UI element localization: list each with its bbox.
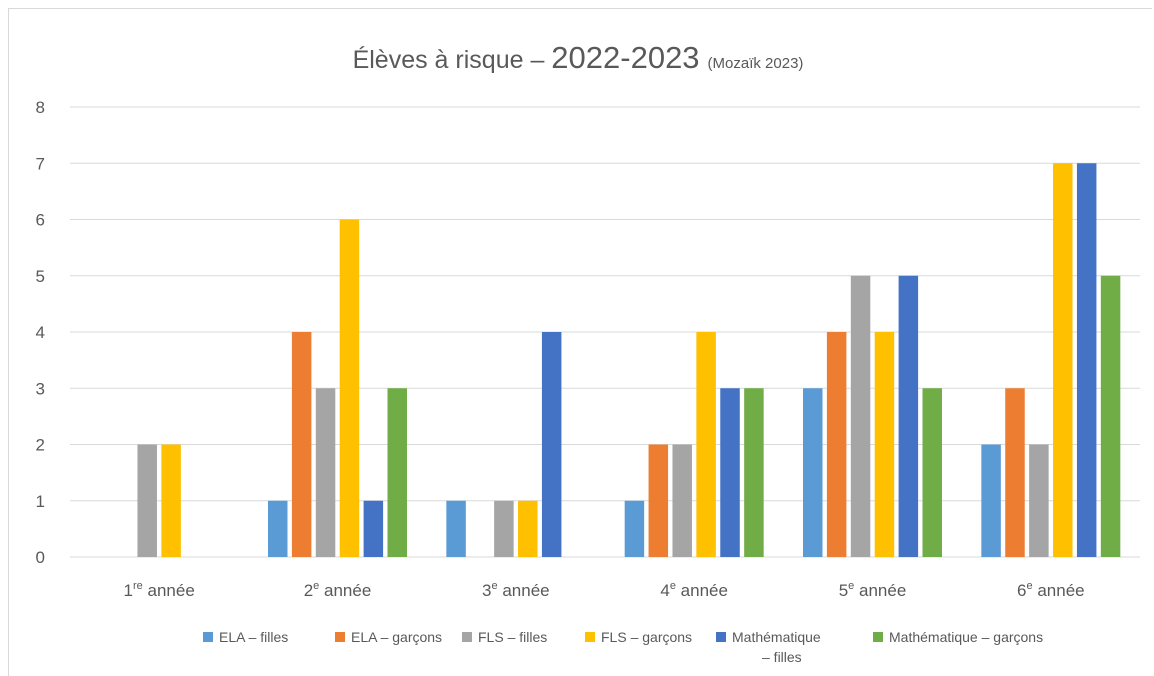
- bar: [339, 219, 360, 557]
- bar: [624, 500, 645, 557]
- bar: [648, 444, 669, 557]
- x-tick-number: 1: [124, 581, 133, 600]
- bar: [672, 444, 692, 557]
- x-tick-number: 3: [482, 581, 491, 600]
- y-tick-label: 2: [36, 436, 45, 455]
- x-tick-label: 4e année: [660, 580, 728, 600]
- bar: [850, 275, 871, 557]
- bar: [696, 332, 716, 557]
- legend-swatch: [203, 632, 213, 642]
- legend-swatch: [585, 632, 595, 642]
- legend-label: ELA – garçons: [351, 629, 442, 645]
- legend-label: Mathématique – garçons: [889, 629, 1043, 645]
- gridlines: [70, 106, 1140, 558]
- legend-label-line: – filles: [762, 649, 802, 665]
- chart-frame: [8, 8, 1152, 676]
- x-tick-text: année: [498, 581, 550, 600]
- x-tick-text: année: [676, 581, 728, 600]
- legend: ELA – filles ELA – garçons FLS – filles FLS…: [203, 629, 1043, 665]
- bar: [291, 332, 312, 557]
- bar: [874, 332, 895, 557]
- bar: [803, 388, 823, 557]
- bar: [494, 500, 514, 557]
- bar: [315, 388, 336, 557]
- x-tick-number: 4: [660, 581, 669, 600]
- bar: [1053, 163, 1073, 557]
- x-tick-text: année: [1033, 581, 1085, 600]
- x-tick-label: 6e année: [1017, 580, 1085, 600]
- bar: [826, 332, 847, 557]
- bar: [161, 444, 181, 557]
- chart-title: Élèves à risque – 2022-2023 (Mozaïk 2023): [353, 40, 804, 75]
- legend-label: ELA – filles: [219, 629, 288, 645]
- y-tick-label: 1: [36, 492, 45, 511]
- y-tick-label: 8: [36, 98, 45, 117]
- y-tick-label: 0: [36, 548, 45, 567]
- x-tick-number: 6: [1017, 581, 1026, 600]
- x-tick-text: année: [854, 581, 906, 600]
- bar: [137, 444, 157, 557]
- bar: [720, 388, 740, 557]
- bar: [387, 388, 407, 557]
- x-tick-label: 5e année: [839, 580, 907, 600]
- y-tick-label: 3: [36, 379, 45, 398]
- x-tick-number: 2: [304, 581, 313, 600]
- bar: [363, 500, 384, 557]
- bar: [744, 388, 764, 557]
- bar: [1029, 444, 1049, 557]
- legend-swatch: [873, 632, 883, 642]
- bar: [446, 500, 466, 557]
- legend-label: FLS – garçons: [601, 629, 692, 645]
- x-tick-text: année: [143, 581, 195, 600]
- bar: [1076, 163, 1097, 557]
- legend-label: FLS – filles: [478, 629, 547, 645]
- legend-label-line: Mathématique: [732, 629, 821, 645]
- x-tick-superscript: e: [848, 580, 854, 592]
- x-axis-labels: 1re année 2e année 3e année 4e année 5e anné…: [124, 580, 1085, 600]
- x-tick-superscript: e: [313, 580, 319, 592]
- bar: [898, 275, 919, 557]
- bars: [137, 163, 1121, 557]
- x-tick-superscript: re: [133, 580, 143, 592]
- bar: [518, 500, 538, 557]
- y-tick-label: 5: [36, 267, 45, 286]
- x-tick-label: 3e année: [482, 580, 550, 600]
- x-tick-superscript: e: [1027, 580, 1033, 592]
- bar: [922, 388, 942, 557]
- y-tick-label: 7: [36, 154, 45, 173]
- x-tick-number: 5: [839, 581, 848, 600]
- x-tick-text: année: [319, 581, 371, 600]
- x-tick-label: 2e année: [304, 580, 372, 600]
- legend-swatch: [462, 632, 472, 642]
- bar: [1100, 275, 1121, 557]
- legend-swatch: [335, 632, 345, 642]
- x-tick-superscript: e: [492, 580, 498, 592]
- legend-label: Mathématique – filles: [732, 629, 821, 665]
- bar: [1005, 388, 1025, 557]
- y-axis-ticks: 0 1 2 3 4 5 6 7 8: [36, 98, 45, 567]
- chart-title-main: Élèves à risque –: [353, 45, 552, 74]
- bar: [268, 500, 288, 557]
- legend-swatch: [716, 632, 726, 642]
- chart-title-year: 2022-2023: [551, 40, 699, 75]
- x-tick-superscript: e: [670, 580, 676, 592]
- y-tick-label: 6: [36, 211, 45, 230]
- bar: [981, 444, 1001, 557]
- bar: [541, 332, 562, 557]
- x-tick-label: 1re année: [124, 580, 195, 600]
- y-tick-label: 4: [36, 323, 45, 342]
- chart-title-source: (Mozaïk 2023): [708, 55, 804, 72]
